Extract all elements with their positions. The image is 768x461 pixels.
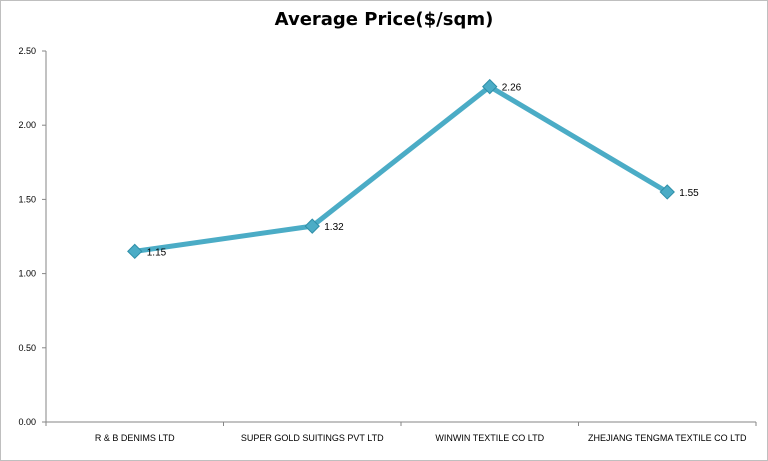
y-tick-label: 0.00 xyxy=(18,417,36,427)
x-tick-label: R & B DENIMS LTD xyxy=(95,433,175,443)
y-tick-label: 0.50 xyxy=(18,343,36,353)
y-tick-label: 2.50 xyxy=(18,46,36,56)
y-tick-label: 1.50 xyxy=(18,194,36,204)
series-group xyxy=(127,78,675,260)
y-tick-label: 2.00 xyxy=(18,120,36,130)
chart-title: Average Price($/sqm) xyxy=(274,9,494,30)
x-tick-label: SUPER GOLD SUITINGS PVT LTD xyxy=(241,433,384,443)
data-point-marker xyxy=(482,78,498,95)
y-tick-labels: 0.00 0.50 1.00 1.50 2.00 2.50 xyxy=(18,46,36,427)
data-label: 1.15 xyxy=(147,247,167,258)
data-label: 2.26 xyxy=(502,83,522,94)
data-label: 1.32 xyxy=(324,222,344,233)
y-tick-label: 1.00 xyxy=(18,269,36,279)
data-labels: 1.15 1.32 2.26 1.55 xyxy=(147,83,699,259)
data-point-marker xyxy=(127,243,143,260)
x-tick-labels: R & B DENIMS LTD SUPER GOLD SUITINGS PVT … xyxy=(95,433,747,443)
axes xyxy=(42,50,757,426)
data-point-marker xyxy=(659,184,675,200)
data-label: 1.55 xyxy=(679,188,699,199)
series-line xyxy=(132,84,670,254)
x-tick-label: WINWIN TEXTILE CO LTD xyxy=(435,433,544,443)
data-point-marker xyxy=(304,218,320,234)
x-tick-label: ZHEJIANG TENGMA TEXTILE CO LTD xyxy=(588,433,747,443)
